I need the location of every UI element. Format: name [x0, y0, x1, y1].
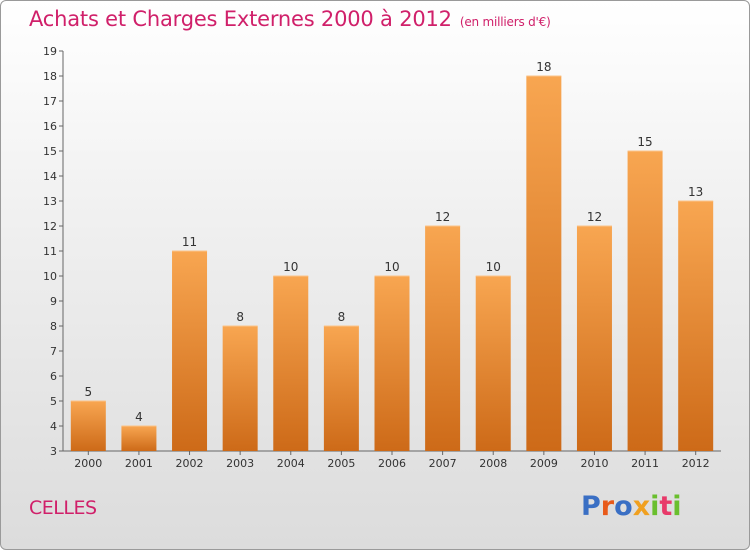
logo-letter: o [614, 491, 633, 522]
x-tick-label: 2005 [327, 457, 355, 470]
y-tick-label: 13 [43, 195, 57, 208]
x-tick-label: 2008 [479, 457, 507, 470]
bar [323, 326, 359, 451]
y-tick-label: 4 [50, 420, 57, 433]
bar [172, 251, 208, 451]
y-tick-label: 17 [43, 95, 57, 108]
y-tick-label: 10 [43, 270, 57, 283]
proxiti-logo: Proxiti [581, 491, 682, 522]
place-name: CELLES [29, 497, 97, 519]
data-label: 4 [135, 410, 143, 424]
y-tick-label: 7 [50, 345, 57, 358]
data-label: 12 [587, 210, 602, 224]
data-label: 10 [384, 260, 399, 274]
logo-letter: i [672, 491, 682, 522]
x-tick-label: 2004 [277, 457, 305, 470]
logo-letter: x [632, 491, 651, 522]
x-tick-label: 2012 [682, 457, 710, 470]
x-tick-label: 2000 [74, 457, 102, 470]
bar [475, 276, 511, 451]
data-label: 10 [283, 260, 298, 274]
data-label: 12 [435, 210, 450, 224]
data-label: 8 [338, 310, 346, 324]
y-tick-label: 18 [43, 70, 57, 83]
x-tick-label: 2001 [125, 457, 153, 470]
y-tick-label: 16 [43, 120, 57, 133]
data-label: 13 [688, 185, 703, 199]
logo-letter: i [650, 491, 660, 522]
data-label: 10 [486, 260, 501, 274]
y-tick-label: 9 [50, 295, 57, 308]
bar [425, 226, 461, 451]
y-tick-label: 8 [50, 320, 57, 333]
bar [374, 276, 410, 451]
data-label: 11 [182, 235, 197, 249]
bar [627, 151, 663, 451]
bar [121, 426, 157, 451]
bar [678, 201, 714, 451]
y-tick-label: 15 [43, 145, 57, 158]
y-tick-label: 12 [43, 220, 57, 233]
data-label: 15 [637, 135, 652, 149]
chart-title: Achats et Charges Externes 2000 à 2012 (e… [29, 7, 551, 31]
chart-title-text: Achats et Charges Externes 2000 à 2012 [29, 7, 452, 31]
logo-letter: r [600, 491, 615, 522]
y-tick-label: 6 [50, 370, 57, 383]
x-tick-label: 2003 [226, 457, 254, 470]
bar [273, 276, 309, 451]
logo-letter: P [581, 491, 601, 522]
x-tick-label: 2011 [631, 457, 659, 470]
bar [70, 401, 106, 451]
x-tick-label: 2002 [176, 457, 204, 470]
bar [526, 76, 562, 451]
x-tick-label: 2007 [429, 457, 457, 470]
y-tick-label: 5 [50, 395, 57, 408]
x-tick-label: 2006 [378, 457, 406, 470]
logo-letter: t [659, 491, 673, 522]
y-tick-label: 11 [43, 245, 57, 258]
y-tick-label: 19 [43, 45, 57, 58]
x-tick-label: 2010 [580, 457, 608, 470]
x-tick-label: 2009 [530, 457, 558, 470]
bar [576, 226, 612, 451]
y-tick-label: 3 [50, 445, 57, 458]
data-label: 8 [236, 310, 244, 324]
chart-subtitle: (en milliers d'€) [459, 15, 551, 29]
bar [222, 326, 258, 451]
data-label: 5 [84, 385, 92, 399]
y-tick-label: 14 [43, 170, 57, 183]
data-label: 18 [536, 60, 551, 74]
